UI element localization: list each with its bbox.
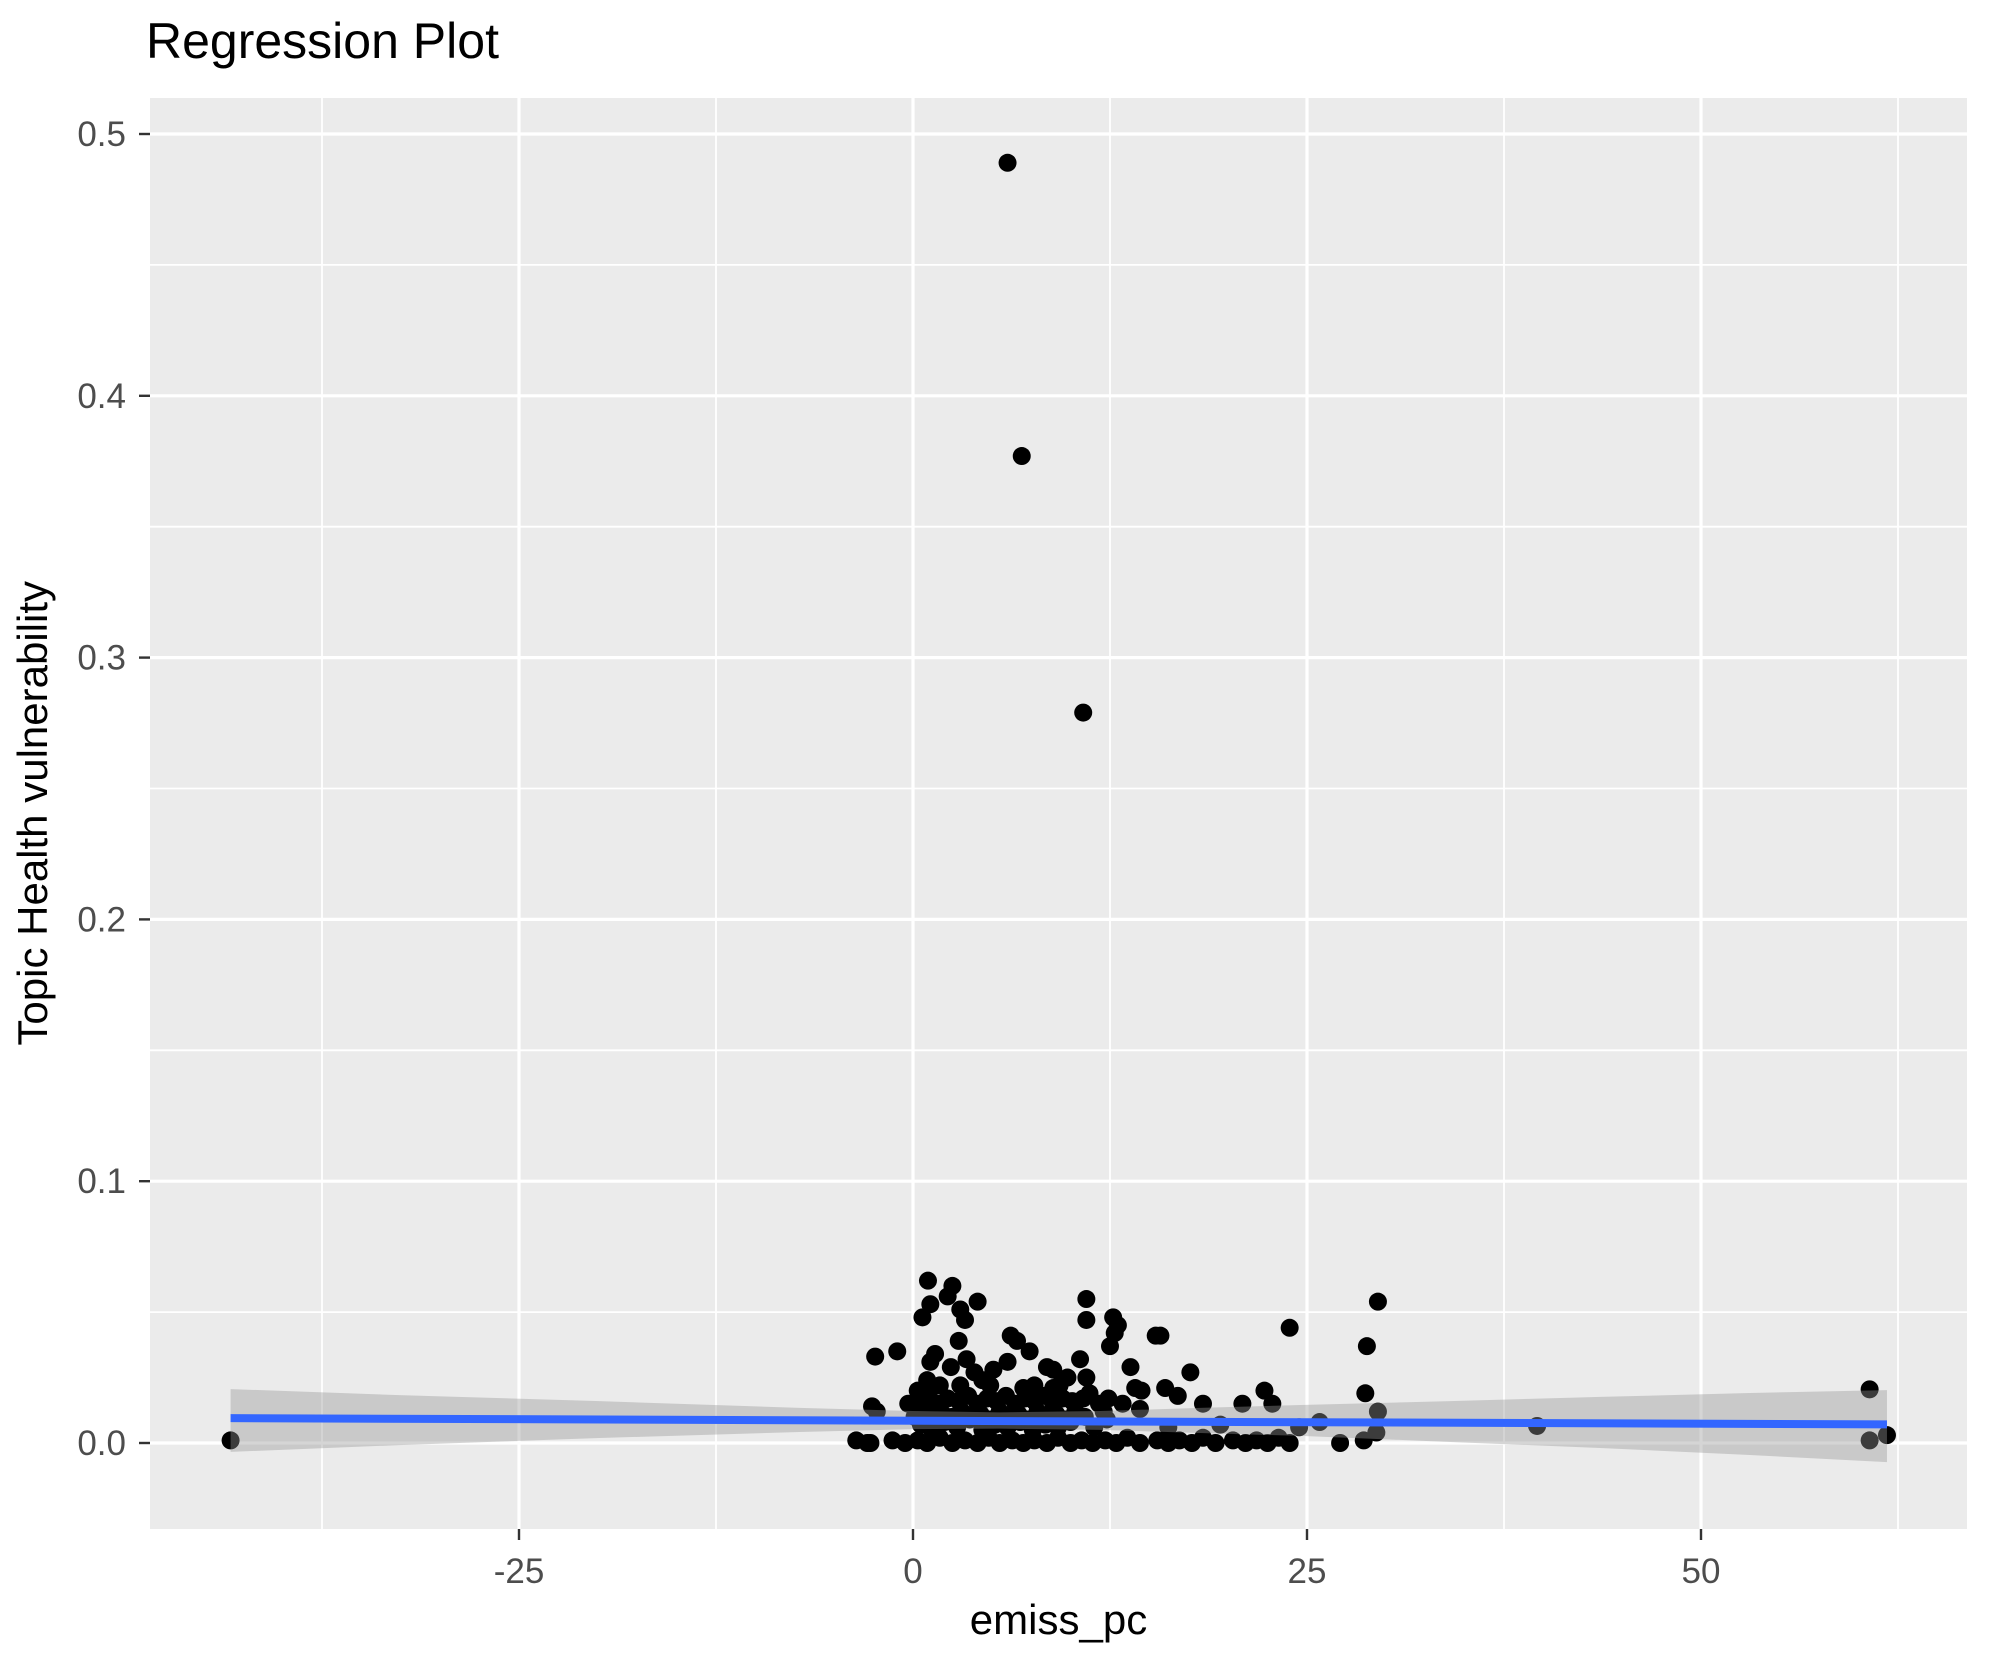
data-point: [1280, 1434, 1299, 1452]
data-point: [1101, 1337, 1119, 1356]
data-point: [1368, 1402, 1387, 1421]
data-point: [1877, 1426, 1896, 1445]
data-point: [1181, 1363, 1200, 1382]
y-axis-label-wrap: Topic Health vulnerability: [4, 98, 62, 1529]
data-point: [1255, 1381, 1274, 1400]
data-point: [913, 1308, 932, 1327]
data-point: [1108, 1316, 1127, 1335]
data-point: [998, 153, 1017, 172]
data-point: [1077, 1310, 1096, 1329]
y-tick-label: 0.2: [77, 900, 126, 939]
data-point: [1071, 1350, 1090, 1369]
data-point: [1113, 1394, 1132, 1413]
data-point: [1354, 1431, 1373, 1450]
regression-line: [230, 1414, 1887, 1429]
data-point: [1263, 1394, 1282, 1413]
data-point: [888, 1342, 907, 1361]
chart-title: Regression Plot: [146, 13, 499, 69]
y-tick-label: 0.4: [77, 377, 126, 416]
y-tick-label: 0.0: [77, 1424, 126, 1463]
y-tick-label: 0.3: [77, 639, 126, 678]
y-tick-label: 0.1: [77, 1162, 126, 1201]
x-tick-label: 0: [903, 1552, 922, 1591]
data-point: [1151, 1326, 1170, 1345]
data-point: [941, 1358, 960, 1377]
data-point: [1368, 1292, 1387, 1311]
data-point: [1132, 1381, 1151, 1400]
data-point: [1357, 1337, 1376, 1356]
data-point: [956, 1310, 975, 1329]
data-point: [1020, 1342, 1039, 1361]
data-point: [1280, 1318, 1299, 1337]
data-point: [1860, 1380, 1879, 1399]
y-tick-label: 0.5: [77, 115, 126, 154]
data-point: [921, 1352, 940, 1371]
data-point: [1331, 1434, 1350, 1452]
data-point: [1130, 1434, 1149, 1452]
data-point: [1044, 1360, 1063, 1379]
data-point: [1193, 1394, 1212, 1413]
data-point: [1168, 1386, 1187, 1405]
data-point: [938, 1287, 957, 1306]
data-point: [1077, 1368, 1096, 1387]
data-point: [921, 1295, 940, 1314]
data-point: [221, 1431, 240, 1450]
data-point: [1130, 1399, 1149, 1418]
panel-background: [150, 98, 1967, 1529]
data-point: [957, 1350, 976, 1369]
data-point: [1099, 1389, 1118, 1408]
data-point: [1860, 1431, 1879, 1450]
data-point: [1012, 447, 1031, 466]
data-point: [1233, 1394, 1252, 1413]
data-point: [867, 1402, 886, 1421]
confidence-band: [230, 1389, 1887, 1463]
data-point: [968, 1292, 987, 1311]
data-point: [1008, 1331, 1027, 1350]
x-tick-label: 50: [1682, 1552, 1721, 1591]
data-point: [861, 1434, 880, 1452]
x-tick-label: -25: [494, 1552, 545, 1591]
data-point: [1206, 1434, 1225, 1452]
data-point: [918, 1271, 937, 1290]
x-axis-label: emiss_pc: [969, 1596, 1148, 1643]
data-point: [866, 1347, 885, 1366]
data-point: [1063, 1392, 1082, 1411]
data-point: [1121, 1358, 1140, 1377]
y-axis-label: Topic Health vulnerability: [9, 581, 56, 1046]
data-point: [949, 1331, 968, 1350]
x-tick-label: 25: [1288, 1552, 1327, 1591]
data-point: [998, 1352, 1017, 1371]
data-point: [1074, 703, 1093, 722]
data-point: [1356, 1384, 1375, 1403]
data-point: [1077, 1290, 1096, 1309]
